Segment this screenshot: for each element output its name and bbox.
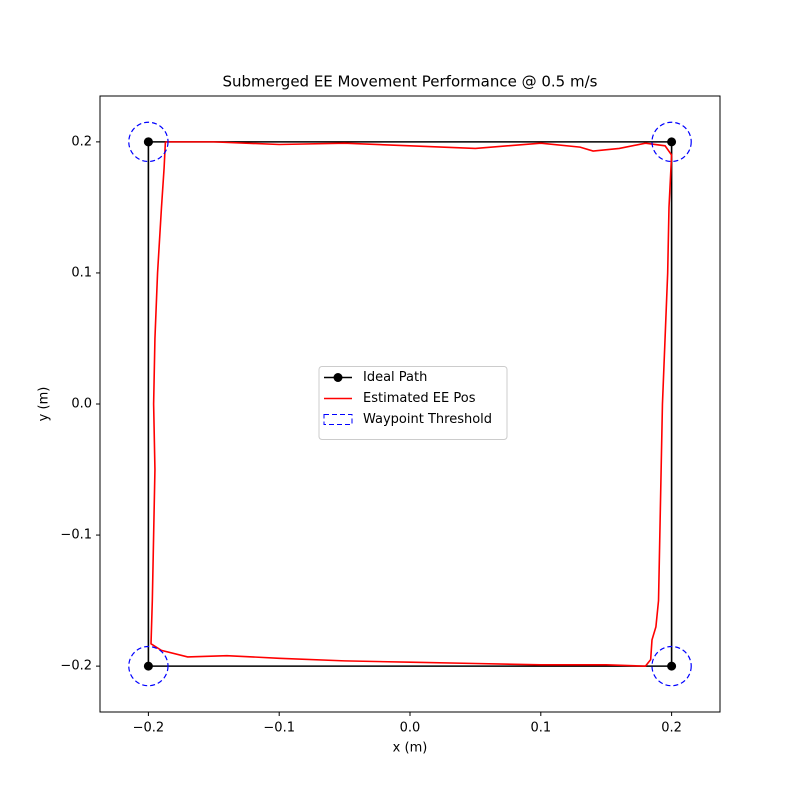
x-tick-label: −0.1 <box>263 721 295 736</box>
series-line <box>150 141 673 667</box>
legend-swatch <box>323 414 353 425</box>
legend-label: Ideal Path <box>363 370 427 385</box>
legend-marker <box>333 373 343 382</box>
y-axis-label: y (m) <box>37 387 52 422</box>
marker <box>143 661 153 671</box>
y-tick-label: 0.1 <box>71 265 92 280</box>
legend-label: Waypoint Threshold <box>363 412 492 427</box>
x-axis-label: x (m) <box>393 741 428 756</box>
legend: Ideal Path Estimated EE Pos Waypoint Thres… <box>318 366 508 440</box>
marker <box>667 661 677 671</box>
waypoint-threshold <box>128 645 169 687</box>
waypoint-threshold <box>128 121 169 163</box>
waypoint-threshold <box>651 645 692 687</box>
legend-box <box>318 366 508 440</box>
waypoint-threshold <box>651 121 692 163</box>
x-tick-label: −0.2 <box>133 721 165 736</box>
x-tick-label: 0.2 <box>661 721 682 736</box>
marker <box>143 137 153 147</box>
y-tick-label: −0.2 <box>60 659 92 674</box>
marker <box>667 137 677 147</box>
legend-label: Estimated EE Pos <box>363 391 476 406</box>
y-tick-label: 0.0 <box>71 397 92 412</box>
chart-title: Submerged EE Movement Performance @ 0.5 … <box>223 73 598 91</box>
x-tick-label: 0.0 <box>400 721 421 736</box>
y-tick-label: −0.1 <box>60 528 92 543</box>
y-tick-label: 0.2 <box>71 134 92 149</box>
plot-frame <box>99 95 721 713</box>
x-tick-label: 0.1 <box>530 721 551 736</box>
